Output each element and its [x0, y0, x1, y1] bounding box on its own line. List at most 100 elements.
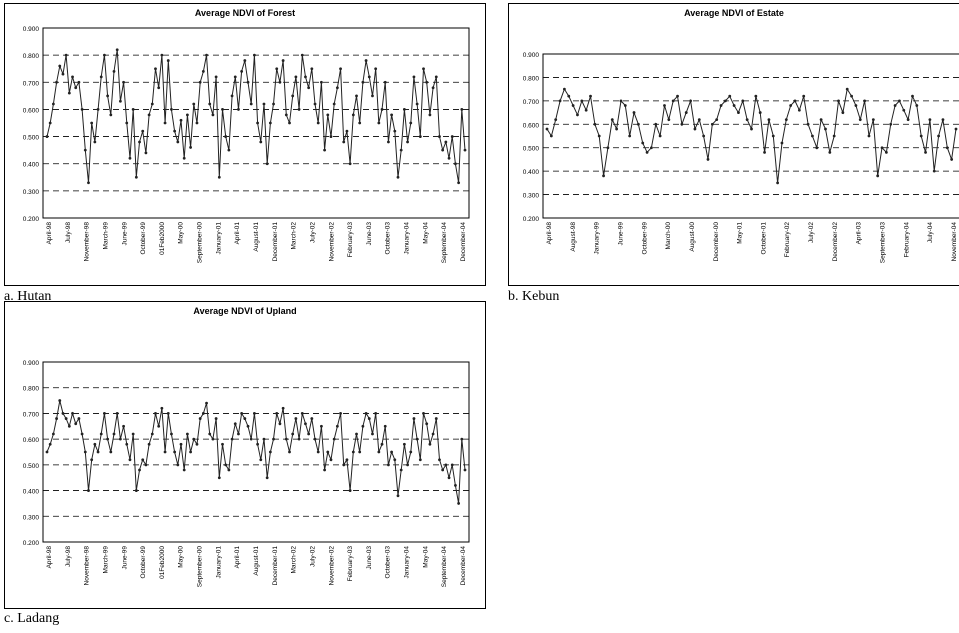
data-point [163, 450, 167, 454]
data-point [650, 146, 653, 150]
data-point [64, 417, 68, 420]
data-point [115, 412, 119, 415]
data-point [945, 146, 949, 150]
data-point [463, 148, 467, 152]
data-point [383, 424, 387, 428]
data-point [166, 59, 170, 62]
data-point [719, 104, 723, 107]
data-point [438, 458, 441, 462]
y-tick-label: 0.600 [23, 107, 40, 114]
data-point [74, 86, 78, 90]
data-point [571, 104, 575, 107]
data-point [412, 75, 416, 79]
data-point [371, 432, 374, 436]
y-tick-label: 0.900 [523, 52, 540, 59]
data-point [83, 148, 87, 152]
data-point [227, 468, 231, 472]
data-point [246, 80, 250, 84]
data-point [428, 113, 432, 117]
data-point [737, 111, 740, 114]
y-tick-label: 0.900 [23, 360, 40, 367]
x-tick-label: February-04 [903, 222, 910, 258]
data-point [924, 151, 927, 154]
caption-a: a. Hutan [4, 289, 52, 304]
x-tick-label: June-03 [366, 546, 373, 570]
data-point [415, 102, 419, 106]
data-point [256, 121, 259, 125]
data-point [246, 424, 250, 428]
data-point [351, 450, 355, 454]
data-point [291, 94, 295, 98]
data-point [393, 129, 397, 133]
x-tick-label: June-03 [366, 222, 373, 246]
data-point [128, 156, 132, 160]
x-tick-label: June-99 [121, 222, 128, 246]
y-tick-label: 0.600 [23, 437, 40, 444]
data-point [628, 134, 632, 138]
data-point [221, 442, 224, 446]
data-point [845, 87, 849, 91]
x-tick-label: July-02 [309, 546, 316, 567]
data-point [71, 75, 74, 79]
x-tick-label: November-02 [328, 546, 335, 586]
data-point [623, 104, 627, 107]
data-point [558, 99, 562, 103]
data-point [304, 75, 307, 79]
data-point [880, 146, 884, 150]
data-point [176, 140, 180, 144]
data-point [371, 94, 374, 98]
data-point [348, 162, 352, 166]
y-tick-label: 0.800 [23, 53, 40, 60]
data-point [118, 99, 122, 103]
data-point [93, 442, 97, 446]
data-point [237, 432, 240, 436]
data-point [710, 122, 714, 126]
data-point [850, 94, 853, 98]
data-point [230, 437, 234, 441]
y-tick-label: 0.300 [23, 514, 40, 521]
data-point [87, 181, 90, 185]
line-chart-forest: 0.200 0.300 0.400 0.500 0.600 0.700 0.800 0.900… [23, 26, 470, 263]
data-point [230, 94, 234, 98]
data-point [789, 104, 793, 107]
data-point [128, 458, 132, 462]
data-point [434, 75, 438, 79]
y-tick-label: 0.400 [23, 162, 40, 169]
data-point [122, 80, 125, 84]
data-point [131, 108, 135, 111]
data-point [326, 450, 330, 454]
data-point [367, 417, 371, 420]
data-point [702, 134, 706, 138]
data-point [911, 94, 914, 98]
data-point [275, 412, 279, 415]
data-point [160, 53, 164, 57]
data-point [693, 127, 697, 131]
x-tick-label: August-00 [689, 222, 696, 252]
data-point [428, 442, 432, 446]
data-point [96, 108, 100, 111]
data-point [313, 437, 317, 441]
data-point [281, 59, 285, 62]
data-point [272, 437, 275, 441]
data-point [125, 442, 129, 446]
data-point [767, 118, 771, 121]
data-point [858, 118, 862, 121]
data-point [811, 134, 814, 138]
data-point [377, 121, 381, 125]
data-point [227, 148, 231, 152]
data-point [393, 458, 397, 462]
data-point [259, 458, 263, 462]
x-tick-label: March-99 [102, 222, 109, 250]
y-tick-label: 0.800 [23, 386, 40, 393]
data-point [754, 94, 758, 98]
data-point [854, 104, 858, 107]
data-point [131, 432, 135, 436]
data-point [399, 468, 403, 472]
series-line [46, 400, 466, 504]
data-point [45, 135, 49, 138]
data-point [871, 118, 875, 121]
data-point [48, 121, 52, 125]
data-point [364, 59, 368, 62]
data-point [396, 175, 400, 179]
data-point [658, 134, 662, 138]
